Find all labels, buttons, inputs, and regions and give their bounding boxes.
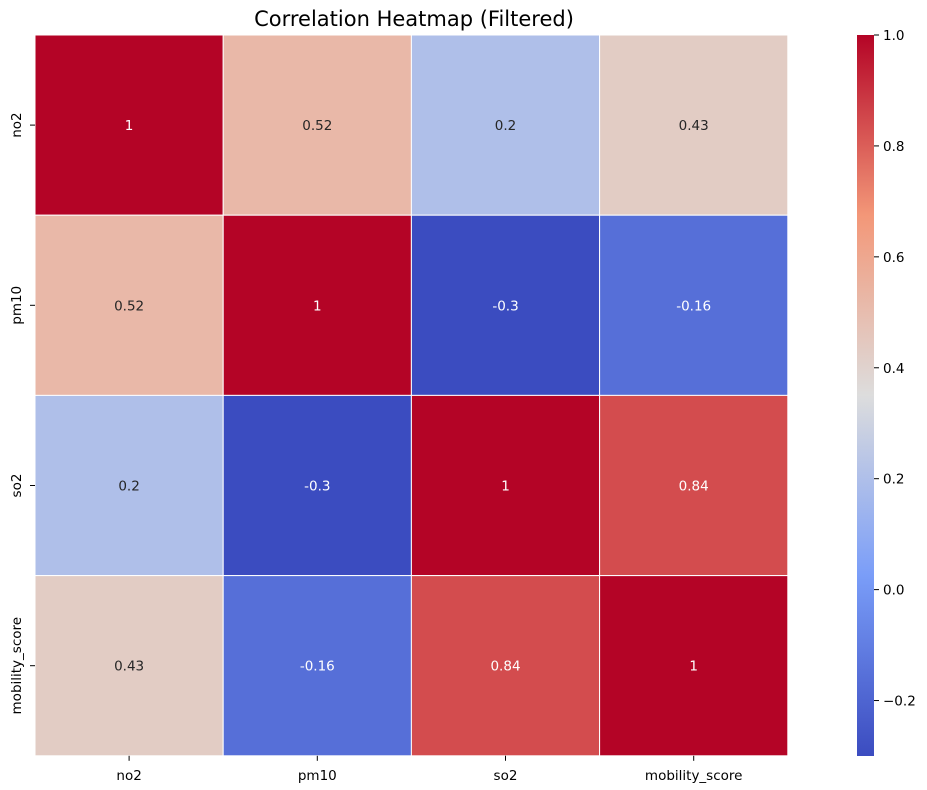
colorbar-tick-label: 0.8 [883,139,904,155]
cell-value-label: -0.16 [676,298,711,314]
cell-value-label: 0.43 [114,659,144,675]
heatmap-cell [34,575,224,757]
cell-value-label: 1 [689,659,698,675]
cell-value-label: 0.2 [495,118,516,134]
cell-value-label: 1 [313,298,322,314]
colorbar-tick-label: 0.2 [883,472,904,488]
heatmap-cell [599,34,789,216]
cell-value-label: 0.2 [118,479,139,495]
cell-value-label: 0.52 [302,118,332,134]
colorbar-gradient [857,35,874,756]
colorbar-tick-label: −0.2 [883,694,916,710]
heatmap-cell [222,394,412,577]
heatmap-cell [599,575,789,757]
cell-value-label: 0.84 [679,479,709,495]
colorbar-tick-label: 0.4 [883,361,904,377]
cell-value-label: 0.43 [679,118,709,134]
heatmap-cell [410,575,601,757]
cell-value-label: -0.3 [492,298,518,314]
y-tick-label: pm10 [9,286,25,325]
chart-title: Correlation Heatmap (Filtered) [254,7,574,31]
cell-value-label: -0.16 [300,659,335,675]
heatmap-cell [34,34,224,216]
heatmap-cell [34,214,224,396]
heatmap-cell [222,34,412,216]
colorbar-tick-label: 0.6 [883,250,904,266]
y-tick-label: no2 [9,112,25,137]
heatmap-cell [222,575,412,757]
y-axis: no2 pm10 so2 mobility_score [9,112,35,714]
heatmap-cell [410,34,601,216]
cell-value-label: 0.84 [490,659,520,675]
cell-value-label: -0.3 [304,479,330,495]
x-axis: no2 pm10 so2 mobility_score [116,755,743,784]
cell-value-label: 1 [501,479,510,495]
heatmap-cell [410,214,601,396]
x-tick-label: pm10 [298,768,337,784]
x-tick-label: so2 [494,768,518,784]
colorbar-tick-label: 0.0 [883,583,904,599]
y-tick-label: mobility_score [9,617,25,715]
heatmap-cell [599,214,789,396]
x-tick-label: no2 [116,768,141,784]
colorbar-tick-label: 1.0 [883,28,904,44]
cell-value-label: 1 [125,118,134,134]
cell-value-label: 0.52 [114,298,144,314]
colorbar: −0.2 0.0 0.2 0.4 0.6 0.8 1.0 [857,28,916,756]
y-tick-label: so2 [9,474,25,498]
x-tick-label: mobility_score [645,768,743,784]
heatmap-cell [599,394,789,577]
heatmap-cell [222,214,412,396]
heatmap-grid: 1 0.52 0.2 0.43 0.52 1 -0.3 -0.16 0.2 -0.3 1 0.84 0.… [34,34,789,757]
